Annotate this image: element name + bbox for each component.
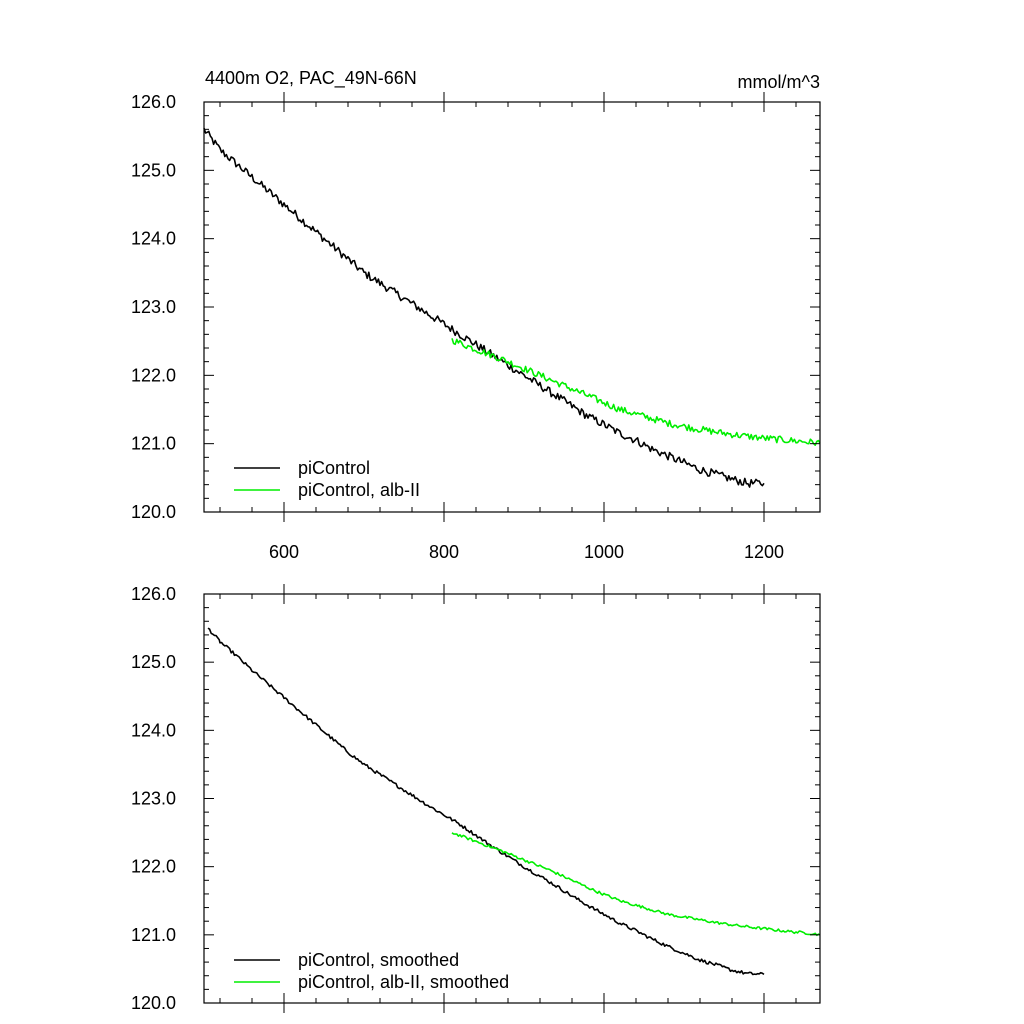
legend-label: piControl, smoothed: [298, 950, 459, 970]
y-tick-label: 125.0: [131, 652, 176, 672]
y-tick-label: 121.0: [131, 434, 176, 454]
legend-label: piControl: [298, 458, 370, 478]
y-tick-label: 123.0: [131, 297, 176, 317]
x-tick-label: 1000: [584, 542, 624, 562]
y-tick-label: 125.0: [131, 160, 176, 180]
plot-frame: [203, 101, 821, 513]
top-panel: 4400m O2, PAC_49N-66N mmol/m^3 120.0 121.…: [131, 68, 821, 562]
plot-frame: [203, 593, 821, 1004]
bottom-panel: 120.0 121.0 122.0 123.0 124.0 125.0 126.0 piCon…: [131, 584, 821, 1013]
y-tick-label: 123.0: [131, 789, 176, 809]
chart-title: 4400m O2, PAC_49N-66N: [205, 68, 417, 89]
y-tick-label: 122.0: [131, 857, 176, 877]
series-line-0: [203, 127, 765, 488]
y-tick-label: 121.0: [131, 925, 176, 945]
legend-label: piControl, alb-II, smoothed: [298, 972, 509, 992]
y-tick-label: 126.0: [131, 92, 176, 112]
x-tick-label: 800: [429, 542, 459, 562]
x-tick-label: 1200: [744, 542, 784, 562]
y-tick-label: 120.0: [131, 502, 176, 522]
series-line-0: [207, 627, 765, 976]
units-label: mmol/m^3: [738, 72, 820, 92]
x-tick-label: 600: [269, 542, 299, 562]
y-tick-label: 124.0: [131, 229, 176, 249]
y-tick-label: 120.0: [131, 993, 176, 1013]
y-tick-label: 124.0: [131, 720, 176, 740]
series-line-1: [451, 832, 821, 937]
legend-label: piControl, alb-II: [298, 480, 420, 500]
series-line-1: [451, 338, 821, 447]
y-tick-label: 126.0: [131, 584, 176, 604]
y-tick-label: 122.0: [131, 365, 176, 385]
